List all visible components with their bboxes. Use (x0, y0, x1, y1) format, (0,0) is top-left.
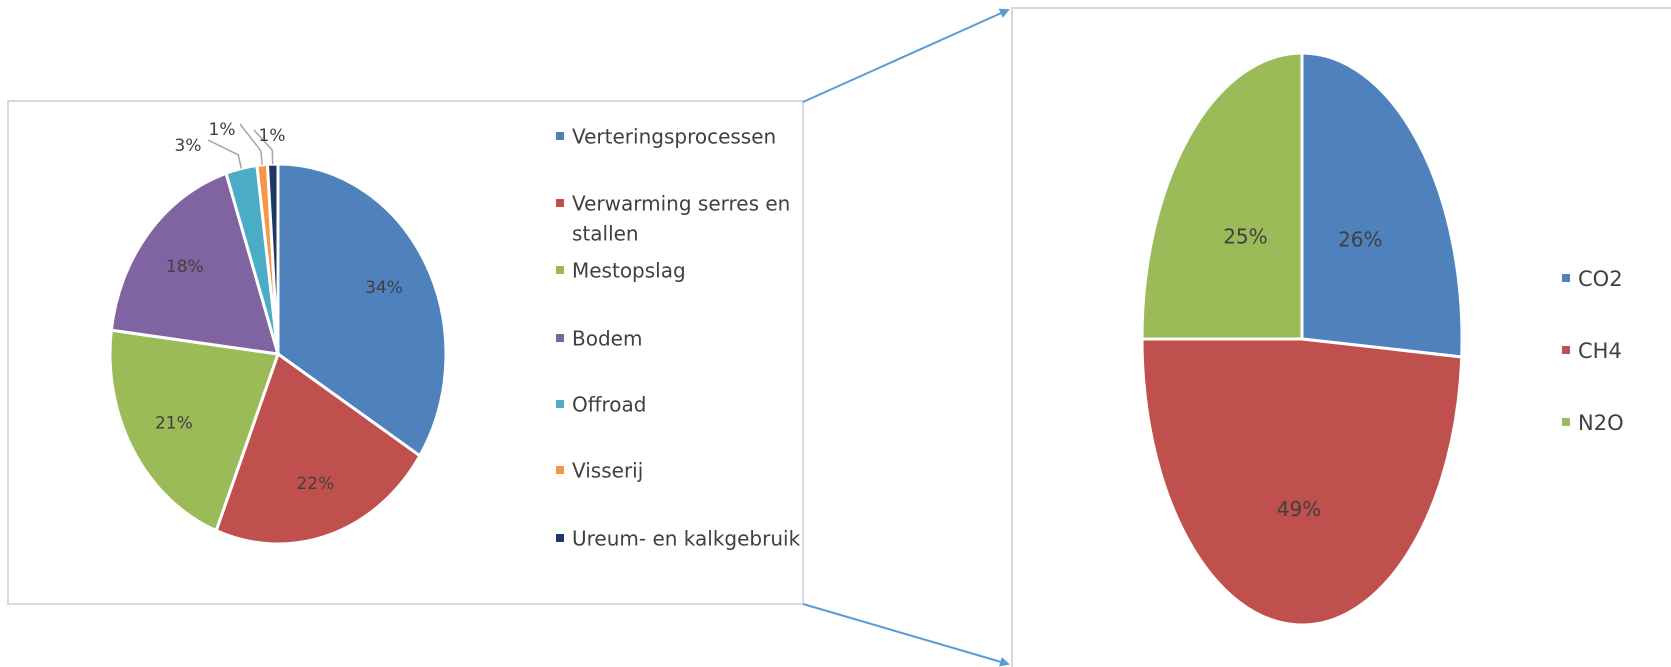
legend-swatch-offroad (556, 400, 564, 408)
legend-label-co2: CO2 (1578, 267, 1623, 291)
pie-slice-ureum-en-kalkgebruik (265, 162, 280, 355)
pie-slice-bodem (109, 171, 281, 356)
pie-slice-n2o (1140, 51, 1304, 341)
legend-label-mestopslag: Mestopslag (572, 259, 686, 283)
data-label-offroad: 3% (175, 136, 202, 156)
data-label-co2: 26% (1338, 228, 1382, 252)
legend-label-ch4: CH4 (1578, 339, 1622, 363)
pie-slice-mestopslag (108, 328, 281, 533)
data-label-n2o: 25% (1223, 224, 1267, 248)
connector-arrow-bottom (802, 603, 1010, 667)
pie-slice-ch4 (1140, 337, 1464, 627)
right-legend: CO2 CH4 N2O (1562, 267, 1624, 435)
pie-slice-verwarming-serres-en-stallen (214, 351, 422, 546)
legend-label-verwarming-serres-en-stallen: Verwarming serres en (572, 192, 790, 216)
leader-line-offroad (207, 139, 243, 169)
left-pie-chart: 34% 22% 21% 18% 3% 1% 1% (108, 120, 448, 546)
legend-label-offroad: Offroad (572, 393, 647, 417)
legend-label-bodem: Bodem (572, 327, 642, 351)
legend-label-n2o: N2O (1578, 411, 1624, 435)
data-label-bodem: 18% (166, 257, 204, 277)
data-label-verteringsprocessen: 34% (365, 278, 403, 298)
connector-arrow-top (802, 8, 1010, 103)
data-label-ch4: 49% (1277, 497, 1321, 521)
legend-label-ureum-en-kalkgebruik: Ureum- en kalkgebruik (572, 527, 801, 551)
legend-swatch-bodem (556, 334, 564, 342)
legend-swatch-ch4 (1562, 346, 1570, 354)
legend-swatch-mestopslag (556, 266, 564, 274)
legend-label-visserij: Visserij (572, 459, 643, 483)
leader-line-visserij (239, 123, 263, 165)
legend-swatch-verwarming-serres-en-stallen (556, 199, 564, 207)
legend-swatch-visserij (556, 466, 564, 474)
legend-swatch-ureum-en-kalkgebruik (556, 534, 564, 542)
legend-swatch-co2 (1562, 274, 1570, 282)
data-label-mestopslag: 21% (155, 414, 193, 434)
legend-label-verwarming-serres-en-stallen-line-2: stallen (572, 222, 639, 246)
pie-slice-co2 (1300, 51, 1464, 359)
left-legend: Verteringsprocessen Verwarming serres en s… (556, 125, 801, 551)
legend-swatch-n2o (1562, 418, 1570, 426)
right-pie-chart: 26% 49% 25% (1140, 51, 1464, 627)
leader-line-ureum-en-kalkgebruik (253, 129, 274, 165)
data-label-visserij: 1% (209, 120, 236, 140)
legend-label-verteringsprocessen: Verteringsprocessen (572, 125, 776, 149)
legend-swatch-verteringsprocessen (556, 132, 564, 140)
data-label-verwarming-serres-en-stallen: 22% (296, 474, 334, 494)
data-label-ureum-en-kalkgebruik: 1% (259, 126, 286, 146)
